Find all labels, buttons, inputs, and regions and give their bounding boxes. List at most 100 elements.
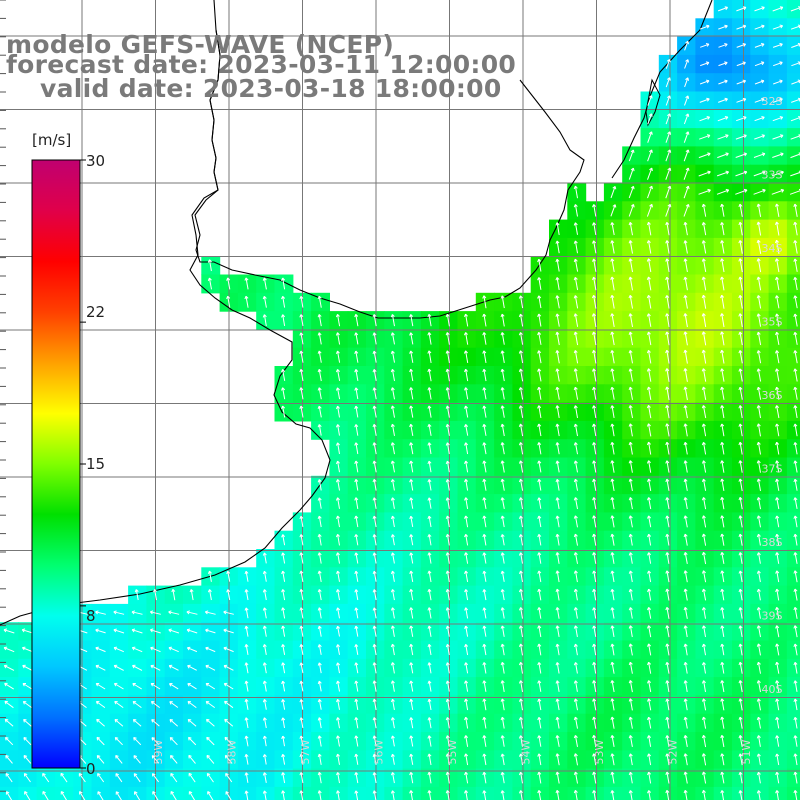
lat-label: 39S bbox=[762, 610, 783, 623]
lat-label: 35S bbox=[762, 316, 783, 329]
speed-cell bbox=[786, 164, 800, 184]
wind-arrow bbox=[699, 134, 711, 140]
wind-arrow bbox=[736, 79, 746, 85]
wind-arrow bbox=[720, 222, 725, 236]
wind-arrow bbox=[573, 240, 578, 254]
wind-arrow bbox=[592, 222, 597, 235]
wind-arrow bbox=[793, 313, 798, 327]
wind-arrow bbox=[773, 79, 783, 85]
speed-cell bbox=[402, 786, 422, 800]
lat-label: 40S bbox=[762, 683, 783, 696]
colorbar-tick-label: 0 bbox=[86, 760, 96, 778]
wind-arrow bbox=[226, 295, 231, 308]
lat-label: 33S bbox=[762, 169, 783, 182]
wind-arrow bbox=[610, 186, 617, 199]
wind-arrow bbox=[718, 79, 728, 85]
wind-arrow bbox=[756, 221, 762, 236]
wind-arrow bbox=[699, 79, 710, 85]
speed-cell bbox=[183, 786, 202, 800]
speed-cell bbox=[54, 786, 74, 800]
wind-arrow bbox=[754, 97, 765, 103]
speed-cell bbox=[18, 786, 38, 800]
speed-cell bbox=[786, 183, 800, 202]
wind-arrow bbox=[736, 97, 747, 103]
wind-arrow bbox=[772, 6, 784, 12]
speed-cell bbox=[786, 622, 800, 642]
wind-arrow bbox=[775, 276, 780, 291]
speed-cell bbox=[658, 786, 678, 800]
lon-label: 54W bbox=[520, 739, 533, 764]
wind-arrow bbox=[736, 24, 747, 30]
wind-arrow bbox=[281, 277, 286, 290]
wind-arrow bbox=[772, 116, 784, 122]
wind-arrow bbox=[772, 134, 784, 140]
speed-cell bbox=[695, 786, 715, 800]
speed-cell bbox=[256, 786, 276, 800]
wind-arrow bbox=[738, 258, 743, 273]
wind-arrow bbox=[775, 313, 780, 327]
speed-cell bbox=[677, 786, 696, 800]
wind-arrow bbox=[736, 43, 746, 48]
wind-arrow bbox=[262, 277, 267, 290]
wind-arrow bbox=[775, 203, 780, 217]
wind-arrow bbox=[573, 295, 579, 309]
wind-arrow bbox=[518, 313, 524, 327]
speed-cell bbox=[457, 786, 477, 800]
speed-cell bbox=[786, 640, 800, 660]
lon-label: 56W bbox=[373, 739, 386, 764]
wind-arrow bbox=[684, 59, 689, 69]
wind-arrow bbox=[665, 240, 670, 254]
speed-cell bbox=[237, 786, 257, 800]
wind-arrow bbox=[500, 313, 505, 327]
wind-arrow bbox=[753, 170, 766, 177]
wind-arrow bbox=[683, 185, 690, 199]
wind-arrow bbox=[793, 276, 798, 291]
wind-arrow bbox=[683, 240, 688, 254]
wind-arrow bbox=[683, 258, 688, 272]
speed-cell bbox=[494, 786, 513, 800]
speed-cell bbox=[164, 786, 184, 800]
wind-arrow bbox=[646, 276, 652, 291]
speed-cell bbox=[512, 786, 532, 800]
wind-arrow bbox=[754, 79, 765, 85]
wind-arrow bbox=[573, 313, 579, 327]
colorbar bbox=[30, 129, 86, 769]
speed-cell bbox=[366, 786, 385, 800]
wind-arrow bbox=[628, 294, 633, 309]
wind-arrow bbox=[718, 97, 728, 103]
wind-arrow bbox=[244, 277, 249, 290]
speed-cell bbox=[786, 494, 800, 513]
speed-cell bbox=[786, 329, 800, 349]
wind-arrow bbox=[699, 97, 710, 103]
valid-date: valid date: 2023-03-18 18:00:00 bbox=[40, 74, 502, 103]
wind-arrow bbox=[665, 59, 671, 69]
wind-arrow bbox=[683, 167, 690, 180]
wind-arrow bbox=[683, 203, 690, 217]
wind-arrow bbox=[735, 188, 748, 195]
wind-arrow bbox=[717, 152, 729, 159]
wind-arrow bbox=[683, 131, 690, 143]
wind-arrow bbox=[647, 113, 653, 125]
wind-arrow bbox=[647, 149, 653, 162]
wind-arrow bbox=[665, 203, 672, 217]
wind-arrow bbox=[736, 61, 746, 67]
wind-arrow bbox=[445, 313, 450, 327]
speed-cell bbox=[786, 347, 800, 367]
wind-arrow bbox=[207, 259, 212, 272]
speed-cell bbox=[786, 439, 800, 459]
wind-arrow bbox=[701, 313, 707, 328]
wind-arrow bbox=[646, 240, 652, 254]
wind-arrow bbox=[699, 116, 710, 122]
wind-arrow bbox=[736, 116, 747, 122]
wind-arrow bbox=[720, 313, 725, 328]
wind-arrow bbox=[647, 95, 653, 106]
wind-arrow bbox=[628, 240, 633, 254]
wind-arrow bbox=[684, 95, 690, 106]
wind-arrow bbox=[665, 167, 672, 180]
wind-arrow bbox=[299, 332, 304, 345]
colorbar-gradient bbox=[31, 159, 81, 769]
lagoon-outline bbox=[645, 78, 661, 127]
speed-cell bbox=[786, 567, 800, 587]
wind-arrow bbox=[738, 276, 743, 291]
